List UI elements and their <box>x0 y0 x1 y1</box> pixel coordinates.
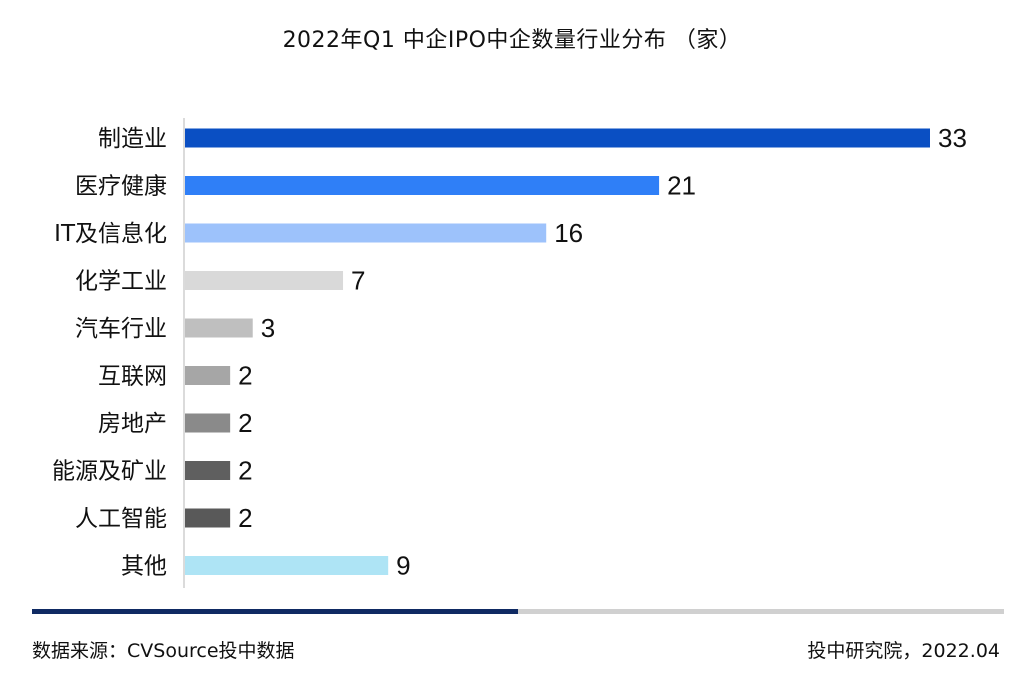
category-label: 汽车行业 <box>75 316 167 342</box>
credit-note: 投中研究院，2022.04 <box>807 640 1000 662</box>
bar <box>185 271 344 290</box>
category-label: 互联网 <box>98 364 167 390</box>
value-label: 2 <box>238 408 252 438</box>
value-label: 2 <box>238 456 252 486</box>
value-label: 3 <box>261 313 275 343</box>
bar <box>185 128 930 148</box>
bar <box>185 508 231 528</box>
category-label: 制造业 <box>98 126 167 152</box>
value-label: 16 <box>554 218 583 248</box>
bar <box>185 556 389 575</box>
value-label: 7 <box>351 266 365 296</box>
value-label: 21 <box>667 171 696 201</box>
category-label: 化学工业 <box>75 269 167 295</box>
chart-title: 2022年Q1 中企IPO中企数量行业分布 （家） <box>282 28 742 53</box>
value-label: 2 <box>238 361 252 391</box>
bar-chart: 制造业 33 医疗健康 21 IT及信息化 16 化学工业 7 汽车行业 3 互联网 2 房地产 2 能源及… <box>52 118 967 588</box>
category-label: 医疗健康 <box>75 174 167 200</box>
footer-progress-bar <box>32 609 1004 614</box>
bar <box>185 223 547 243</box>
category-label: 能源及矿业 <box>52 459 167 485</box>
bar <box>185 318 253 338</box>
bar <box>185 176 660 195</box>
category-label: 人工智能 <box>75 506 167 532</box>
category-label: 房地产 <box>98 411 167 437</box>
value-label: 33 <box>938 123 967 153</box>
bars-group: 制造业 33 医疗健康 21 IT及信息化 16 化学工业 7 汽车行业 3 互联网 2 房地产 2 能源及… <box>52 123 967 581</box>
bar <box>185 413 231 433</box>
source-note: 数据来源：CVSource投中数据 <box>32 640 295 662</box>
bar <box>185 366 231 385</box>
bar <box>185 461 231 480</box>
footer-progress-fill <box>32 609 518 614</box>
value-label: 9 <box>396 551 410 581</box>
category-label: IT及信息化 <box>54 221 167 247</box>
value-label: 2 <box>238 503 252 533</box>
category-label: 其他 <box>121 554 167 580</box>
